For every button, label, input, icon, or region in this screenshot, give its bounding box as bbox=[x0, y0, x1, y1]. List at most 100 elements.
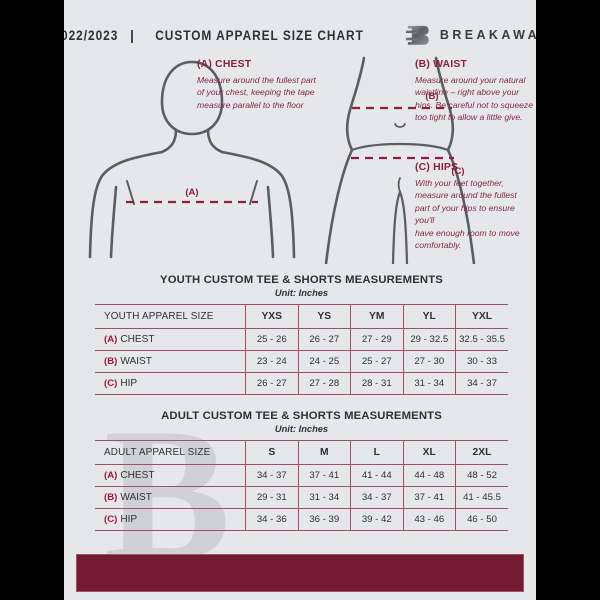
youth-table-title: YOUTH CUSTOM TEE & SHORTS MEASUREMENTS bbox=[160, 274, 443, 286]
callout-waist-title: (B) WAIST bbox=[415, 59, 468, 70]
row-label-text: HIP bbox=[120, 378, 138, 389]
youth-corner-header: YOUTH APPAREL SIZE bbox=[95, 304, 246, 329]
header-separator: | bbox=[130, 27, 134, 43]
callout-hips: (C) HIPS With your feet together, measur… bbox=[415, 162, 533, 252]
cell-chest-yl: 29 - 32.5 bbox=[403, 328, 456, 351]
cell-hip-ys: 27 - 28 bbox=[298, 372, 351, 395]
adult-table-header-row: ADULT APPAREL SIZE S M L XL 2XL bbox=[95, 440, 508, 465]
cell-chest-xl: 44 - 48 bbox=[403, 464, 456, 487]
adult-row-label-hip: (C) HIP bbox=[95, 508, 246, 531]
adult-table-unit: Unit: Inches bbox=[274, 424, 329, 434]
brand-name: BREAKAWAY bbox=[439, 28, 536, 42]
table-row: (C) HIP 26 - 27 27 - 28 28 - 31 31 - 34 34 - 3… bbox=[95, 372, 508, 395]
callout-waist: (B) WAIST Measure around your natural wa… bbox=[415, 59, 533, 124]
adult-table-body: ADULT APPAREL SIZE S M L XL 2XL (A) CHEST 34 - 3… bbox=[95, 440, 508, 531]
cell-hip-l: 39 - 42 bbox=[350, 508, 404, 531]
hip-marker-label: (C) bbox=[451, 166, 464, 177]
table-row: (A) CHEST 25 - 26 26 - 27 27 - 29 29 - 32.5 32… bbox=[95, 328, 508, 351]
youth-column-header-yxs: YXS bbox=[245, 304, 299, 329]
youth-column-header-yl: YL bbox=[403, 304, 456, 329]
row-label-text: HIP bbox=[120, 514, 138, 525]
cell-waist-s: 29 - 31 bbox=[245, 486, 299, 509]
youth-size-table: YOUTH APPAREL SIZE YXS YS YM YL YXL (A) CHEST 25… bbox=[95, 304, 508, 395]
row-tag: (C) bbox=[104, 378, 118, 389]
youth-table-block: YOUTH CUSTOM TEE & SHORTS MEASUREMENTS U… bbox=[95, 274, 508, 395]
row-tag: (B) bbox=[104, 492, 118, 503]
youth-column-header-yxl: YXL bbox=[455, 304, 508, 329]
cell-hip-ym: 28 - 31 bbox=[350, 372, 404, 395]
row-label-text: WAIST bbox=[120, 356, 152, 367]
youth-table-body: YOUTH APPAREL SIZE YXS YS YM YL YXL (A) CHEST 25… bbox=[95, 304, 508, 395]
adult-row-label-waist: (B) WAIST bbox=[95, 486, 246, 509]
adult-row-label-chest: (A) CHEST bbox=[95, 464, 246, 487]
youth-table-unit: Unit: Inches bbox=[274, 288, 329, 298]
cell-waist-m: 31 - 34 bbox=[298, 486, 351, 509]
waist-marker-label: (B) bbox=[425, 91, 438, 102]
cell-waist-yxs: 23 - 24 bbox=[245, 350, 299, 373]
youth-table-header-row: YOUTH APPAREL SIZE YXS YS YM YL YXL bbox=[95, 304, 508, 329]
table-row: (B) WAIST 29 - 31 31 - 34 34 - 37 37 - 41 41 -… bbox=[95, 486, 508, 509]
callout-chest-body: Measure around the fullest part of your … bbox=[197, 75, 316, 110]
youth-row-label-hip: (C) HIP bbox=[95, 372, 246, 395]
adult-column-header-2xl: 2XL bbox=[455, 440, 508, 465]
page-header: 2022/2023 | CUSTOM APPAREL SIZE CHART bbox=[64, 18, 536, 52]
cell-hip-yxs: 26 - 27 bbox=[245, 372, 299, 395]
cell-hip-s: 34 - 36 bbox=[245, 508, 299, 531]
row-tag: (B) bbox=[104, 356, 118, 367]
table-row: (B) WAIST 23 - 24 24 - 25 25 - 27 27 - 30 30 -… bbox=[95, 350, 508, 373]
adult-column-header-l: L bbox=[350, 440, 404, 465]
table-row: (C) HIP 34 - 36 36 - 39 39 - 42 43 - 46 46 - 5… bbox=[95, 508, 508, 531]
header-season: 2022/2023 bbox=[64, 27, 119, 43]
measurement-diagram: (A) bbox=[64, 52, 536, 264]
adult-table-title: ADULT CUSTOM TEE & SHORTS MEASUREMENTS bbox=[161, 410, 442, 422]
cell-waist-l: 34 - 37 bbox=[350, 486, 404, 509]
cell-chest-s: 34 - 37 bbox=[245, 464, 299, 487]
brand-logo: BREAKAWAY bbox=[404, 22, 536, 48]
callout-hips-title: (C) HIPS bbox=[415, 162, 459, 173]
adult-column-header-xl: XL bbox=[403, 440, 456, 465]
cell-chest-l: 41 - 44 bbox=[350, 464, 404, 487]
row-label-text: CHEST bbox=[120, 334, 155, 345]
upper-body-figure-icon bbox=[88, 60, 296, 259]
callout-chest: (A) CHEST Measure around the fullest par… bbox=[197, 59, 319, 111]
cell-waist-yxl: 30 - 33 bbox=[455, 350, 508, 373]
cell-hip-xl: 43 - 46 bbox=[403, 508, 456, 531]
adult-corner-header: ADULT APPAREL SIZE bbox=[95, 440, 246, 465]
row-tag: (A) bbox=[104, 470, 118, 481]
table-row: (A) CHEST 34 - 37 37 - 41 41 - 44 44 - 48 48 -… bbox=[95, 464, 508, 487]
cell-chest-ys: 26 - 27 bbox=[298, 328, 351, 351]
footer-bar bbox=[76, 554, 524, 592]
callout-waist-body: Measure around your natural waistline – … bbox=[415, 75, 534, 123]
adult-column-header-s: S bbox=[245, 440, 299, 465]
size-chart-page: B 2022/2023 | CUSTOM APPAREL SIZE CHART bbox=[64, 0, 536, 600]
cell-waist-ys: 24 - 25 bbox=[298, 350, 351, 373]
row-label-text: CHEST bbox=[120, 470, 155, 481]
page-title: CUSTOM APPAREL SIZE CHART bbox=[155, 27, 364, 43]
cell-chest-yxs: 25 - 26 bbox=[245, 328, 299, 351]
cell-hip-yl: 31 - 34 bbox=[403, 372, 456, 395]
youth-column-header-ys: YS bbox=[298, 304, 351, 329]
cell-waist-yl: 27 - 30 bbox=[403, 350, 456, 373]
adult-table-block: ADULT CUSTOM TEE & SHORTS MEASUREMENTS U… bbox=[95, 410, 508, 531]
row-tag: (A) bbox=[104, 334, 118, 345]
adult-size-table: ADULT APPAREL SIZE S M L XL 2XL (A) CHEST 34 - 3… bbox=[95, 440, 508, 531]
cell-hip-2xl: 46 - 50 bbox=[455, 508, 508, 531]
cell-chest-2xl: 48 - 52 bbox=[455, 464, 508, 487]
youth-column-header-ym: YM bbox=[350, 304, 404, 329]
row-tag: (C) bbox=[104, 514, 118, 525]
cell-waist-2xl: 41 - 45.5 bbox=[455, 486, 508, 509]
youth-row-label-chest: (A) CHEST bbox=[95, 328, 246, 351]
breakaway-b-logo-icon bbox=[405, 25, 429, 45]
callout-chest-title: (A) CHEST bbox=[197, 59, 252, 70]
lower-body-figure-icon bbox=[324, 56, 476, 264]
callout-hips-body: With your feet together, measure around … bbox=[415, 178, 520, 251]
cell-hip-yxl: 34 - 37 bbox=[455, 372, 508, 395]
cell-chest-m: 37 - 41 bbox=[298, 464, 351, 487]
chest-marker-label: (A) bbox=[185, 187, 198, 198]
adult-column-header-m: M bbox=[298, 440, 351, 465]
row-label-text: WAIST bbox=[120, 492, 152, 503]
cell-hip-m: 36 - 39 bbox=[298, 508, 351, 531]
cell-chest-ym: 27 - 29 bbox=[350, 328, 404, 351]
youth-row-label-waist: (B) WAIST bbox=[95, 350, 246, 373]
